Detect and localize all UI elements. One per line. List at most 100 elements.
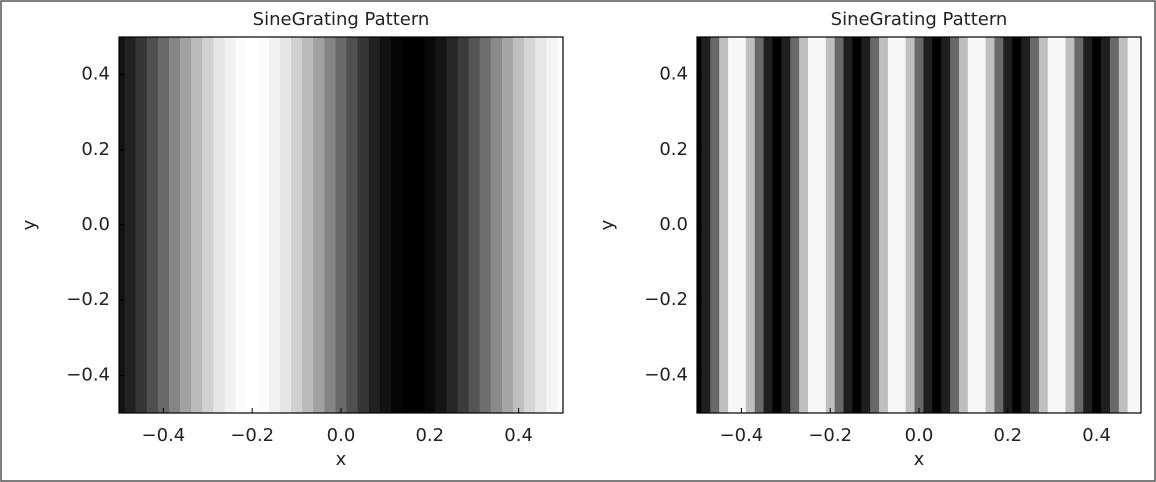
grating-stripe (468, 37, 481, 413)
grating-stripe (302, 37, 314, 413)
grating-stripe (1047, 37, 1058, 413)
grating-stripe (736, 37, 747, 413)
grating-stripe (958, 37, 969, 413)
y-tick-label: 0.4 (81, 64, 110, 85)
grating-stripe (754, 37, 765, 413)
grating-stripe (923, 37, 933, 413)
grating-stripe (157, 37, 170, 413)
grating-stripe (379, 37, 392, 413)
grating-stripe (246, 37, 259, 413)
grating-stripe (967, 37, 978, 413)
grating-stripe (825, 37, 836, 413)
grating-stripe (557, 37, 563, 413)
grating-stripe (202, 37, 214, 413)
grating-stripe (424, 37, 436, 413)
grating-stripe (257, 37, 270, 413)
grating-stripe (191, 37, 203, 413)
grating-stripe (790, 37, 800, 413)
y-axis-label: y (19, 219, 40, 230)
grating-stripe (1021, 37, 1031, 413)
grating-stripe (435, 37, 448, 413)
grating-stripe (950, 37, 960, 413)
grating-stripe (368, 37, 381, 413)
grating-stripe (524, 37, 536, 413)
grating-stripe (728, 37, 738, 413)
grating-stripe (291, 37, 303, 413)
grating-stripe (816, 37, 827, 413)
grating-stripe (313, 37, 325, 413)
y-tick-label: −0.4 (644, 364, 688, 385)
x-tick-label: −0.2 (230, 425, 274, 446)
grating-stripe (479, 37, 492, 413)
x-tick-label: −0.4 (720, 425, 764, 446)
y-tick-label: 0.2 (81, 139, 110, 160)
grating-stripe (390, 37, 403, 413)
x-tick-label: 0.4 (504, 425, 533, 446)
grating-stripe (457, 37, 470, 413)
x-tick-label: 0.2 (993, 425, 1022, 446)
y-tick-label: 0.0 (659, 214, 688, 235)
grating-stripe (994, 37, 1004, 413)
y-tick-label: 0.2 (659, 139, 688, 160)
grating-stripe (1136, 37, 1141, 413)
x-tick-label: 0.2 (415, 425, 444, 446)
grating-stripe (213, 37, 226, 413)
grating-stripe (843, 37, 853, 413)
image (697, 37, 1141, 413)
grating-stripe (513, 37, 525, 413)
grating-stripe (1030, 37, 1040, 413)
grating-stripe (1118, 37, 1129, 413)
y-axis-label: y (597, 219, 618, 230)
grating-stripe (346, 37, 359, 413)
x-tick-label: 0.0 (905, 425, 934, 446)
grating-stripe (701, 37, 711, 413)
grating-stripe (834, 37, 845, 413)
grating-stripe (324, 37, 337, 413)
grating-stripe (710, 37, 720, 413)
grating-stripe (976, 37, 987, 413)
grating-stripe (719, 37, 729, 413)
grating-stripe (1074, 37, 1084, 413)
chart-title: SineGrating Pattern (831, 9, 1008, 30)
grating-stripe (745, 37, 756, 413)
grating-stripe (268, 37, 281, 413)
grating-stripe (490, 37, 503, 413)
x-tick-label: −0.2 (808, 425, 852, 446)
chart-title: SineGrating Pattern (253, 9, 430, 30)
x-axis-label: x (914, 449, 925, 470)
grating-stripe (124, 37, 137, 413)
grating-stripe (1092, 37, 1102, 413)
grating-stripe (146, 37, 159, 413)
y-tick-label: −0.2 (644, 289, 688, 310)
grating-stripe (799, 37, 809, 413)
x-tick-label: 0.0 (327, 425, 356, 446)
grating-stripe (224, 37, 237, 413)
grating-stripe (861, 37, 871, 413)
grating-stripe (402, 37, 414, 413)
y-tick-label: −0.2 (66, 289, 110, 310)
grating-stripe (905, 37, 916, 413)
x-tick-label: 0.4 (1082, 425, 1111, 446)
x-tick-label: −0.4 (142, 425, 186, 446)
grating-stripe (932, 37, 942, 413)
image (119, 37, 563, 413)
grating-stripe (852, 37, 862, 413)
grating-stripe (887, 37, 898, 413)
grating-stripe (413, 37, 425, 413)
grating-stripe (808, 37, 818, 413)
grating-stripe (1003, 37, 1013, 413)
grating-stripe (168, 37, 181, 413)
grating-stripe (1038, 37, 1049, 413)
grating-stripe (1109, 37, 1120, 413)
grating-stripe (180, 37, 192, 413)
x-axis-label: x (336, 449, 347, 470)
grating-stripe (1065, 37, 1075, 413)
grating-stripe (914, 37, 925, 413)
grating-stripe (985, 37, 996, 413)
grating-stripe (357, 37, 370, 413)
y-tick-label: 0.0 (81, 214, 110, 235)
grating-stripe (535, 37, 547, 413)
grating-stripe (896, 37, 907, 413)
